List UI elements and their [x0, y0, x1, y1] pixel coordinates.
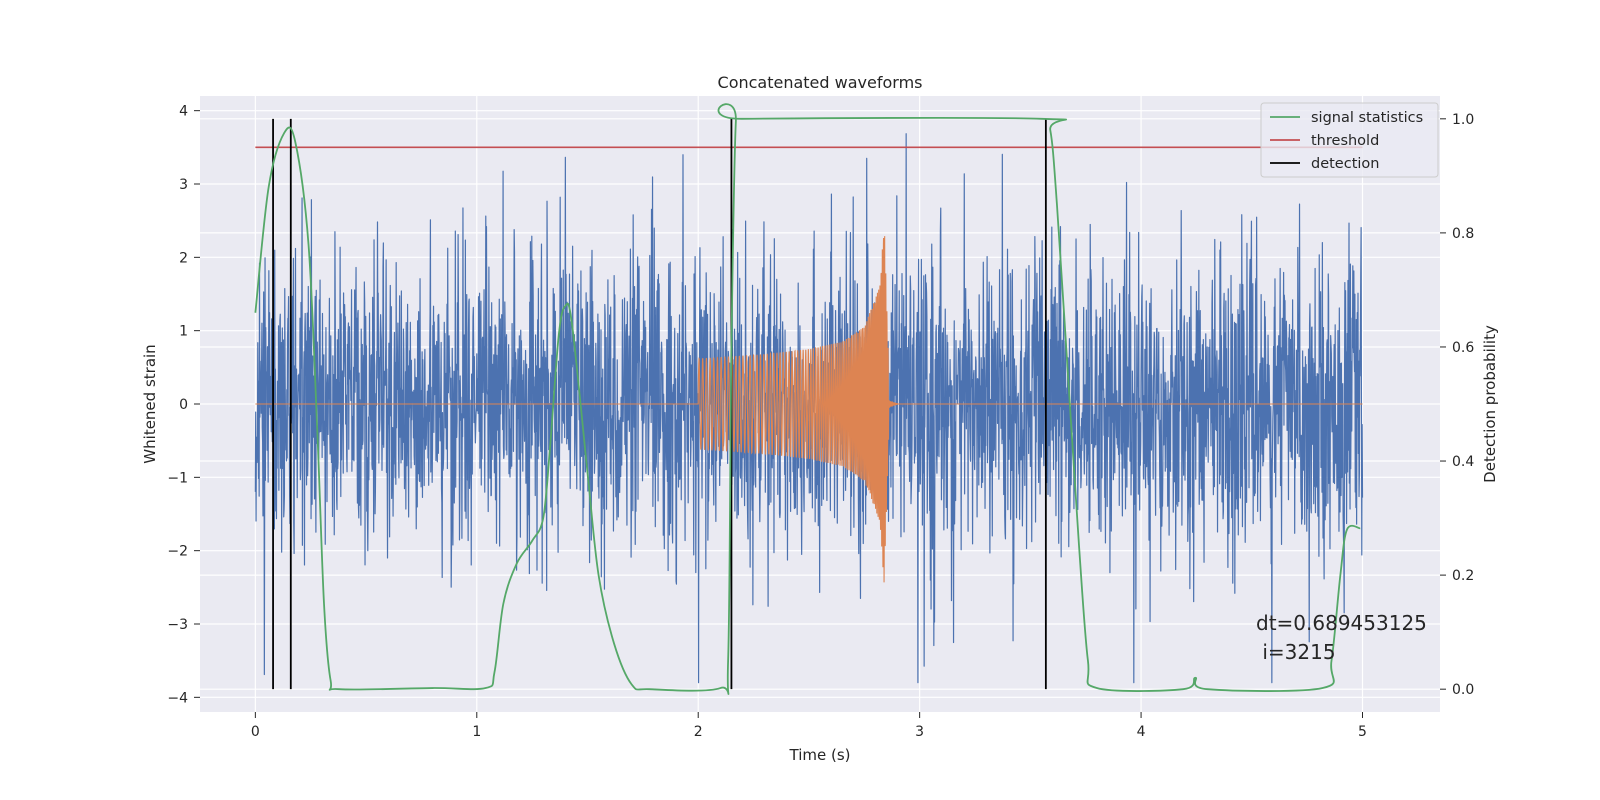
y-left-tick-label: −1 [167, 470, 188, 486]
annotation-i: i=3215 [1256, 640, 1336, 664]
y-left-tick-label: −2 [167, 544, 188, 560]
y-right-tick-label: 0.6 [1452, 340, 1474, 356]
y-right-tick-label: 0.2 [1452, 568, 1474, 584]
legend-label-threshold: threshold [1311, 133, 1379, 149]
signal-statistics-line [254, 103, 1361, 695]
y-left-tick-label: −4 [167, 690, 188, 706]
x-tick-label: 2 [694, 724, 703, 740]
y-axis-title-left: Whitened strain [141, 344, 159, 463]
x-axis-title: Time (s) [789, 746, 851, 764]
x-tick-label: 1 [472, 724, 481, 740]
y-left-tick-label: 0 [179, 397, 188, 413]
annotation-dt: dt=0.689453125 [1256, 611, 1427, 635]
legend-label-statistics: signal statistics [1311, 110, 1423, 126]
y-right-tick-label: 1.0 [1452, 112, 1474, 128]
y-left-tick-label: 2 [179, 250, 188, 266]
right-axis-series [254, 103, 1363, 695]
y-left-tick-label: 1 [179, 324, 188, 340]
x-tick-label: 5 [1358, 724, 1367, 740]
legend: signal statistics threshold detection [1260, 102, 1439, 178]
chart-title: Concatenated waveforms [718, 73, 923, 92]
x-tick-label: 0 [251, 724, 260, 740]
x-tick-label: 4 [1137, 724, 1146, 740]
axis-ticks: 0 1 2 3 4 5 −4 −3 −2 −1 0 1 2 3 4 0.0 0.2 0.4 0.6 0.8 1.0 [167, 104, 1474, 740]
x-tick-label: 3 [915, 724, 924, 740]
y-right-tick-label: 0.4 [1452, 454, 1474, 470]
y-right-tick-label: 0.0 [1452, 682, 1474, 698]
y-left-tick-label: 3 [179, 177, 188, 193]
y-left-tick-label: 4 [179, 104, 188, 120]
y-axis-title-right: Detection probability [1481, 325, 1499, 483]
y-right-tick-label: 0.8 [1452, 226, 1474, 242]
legend-box [1260, 102, 1439, 178]
y-left-tick-label: −3 [167, 617, 188, 633]
legend-label-detection: detection [1311, 156, 1379, 172]
